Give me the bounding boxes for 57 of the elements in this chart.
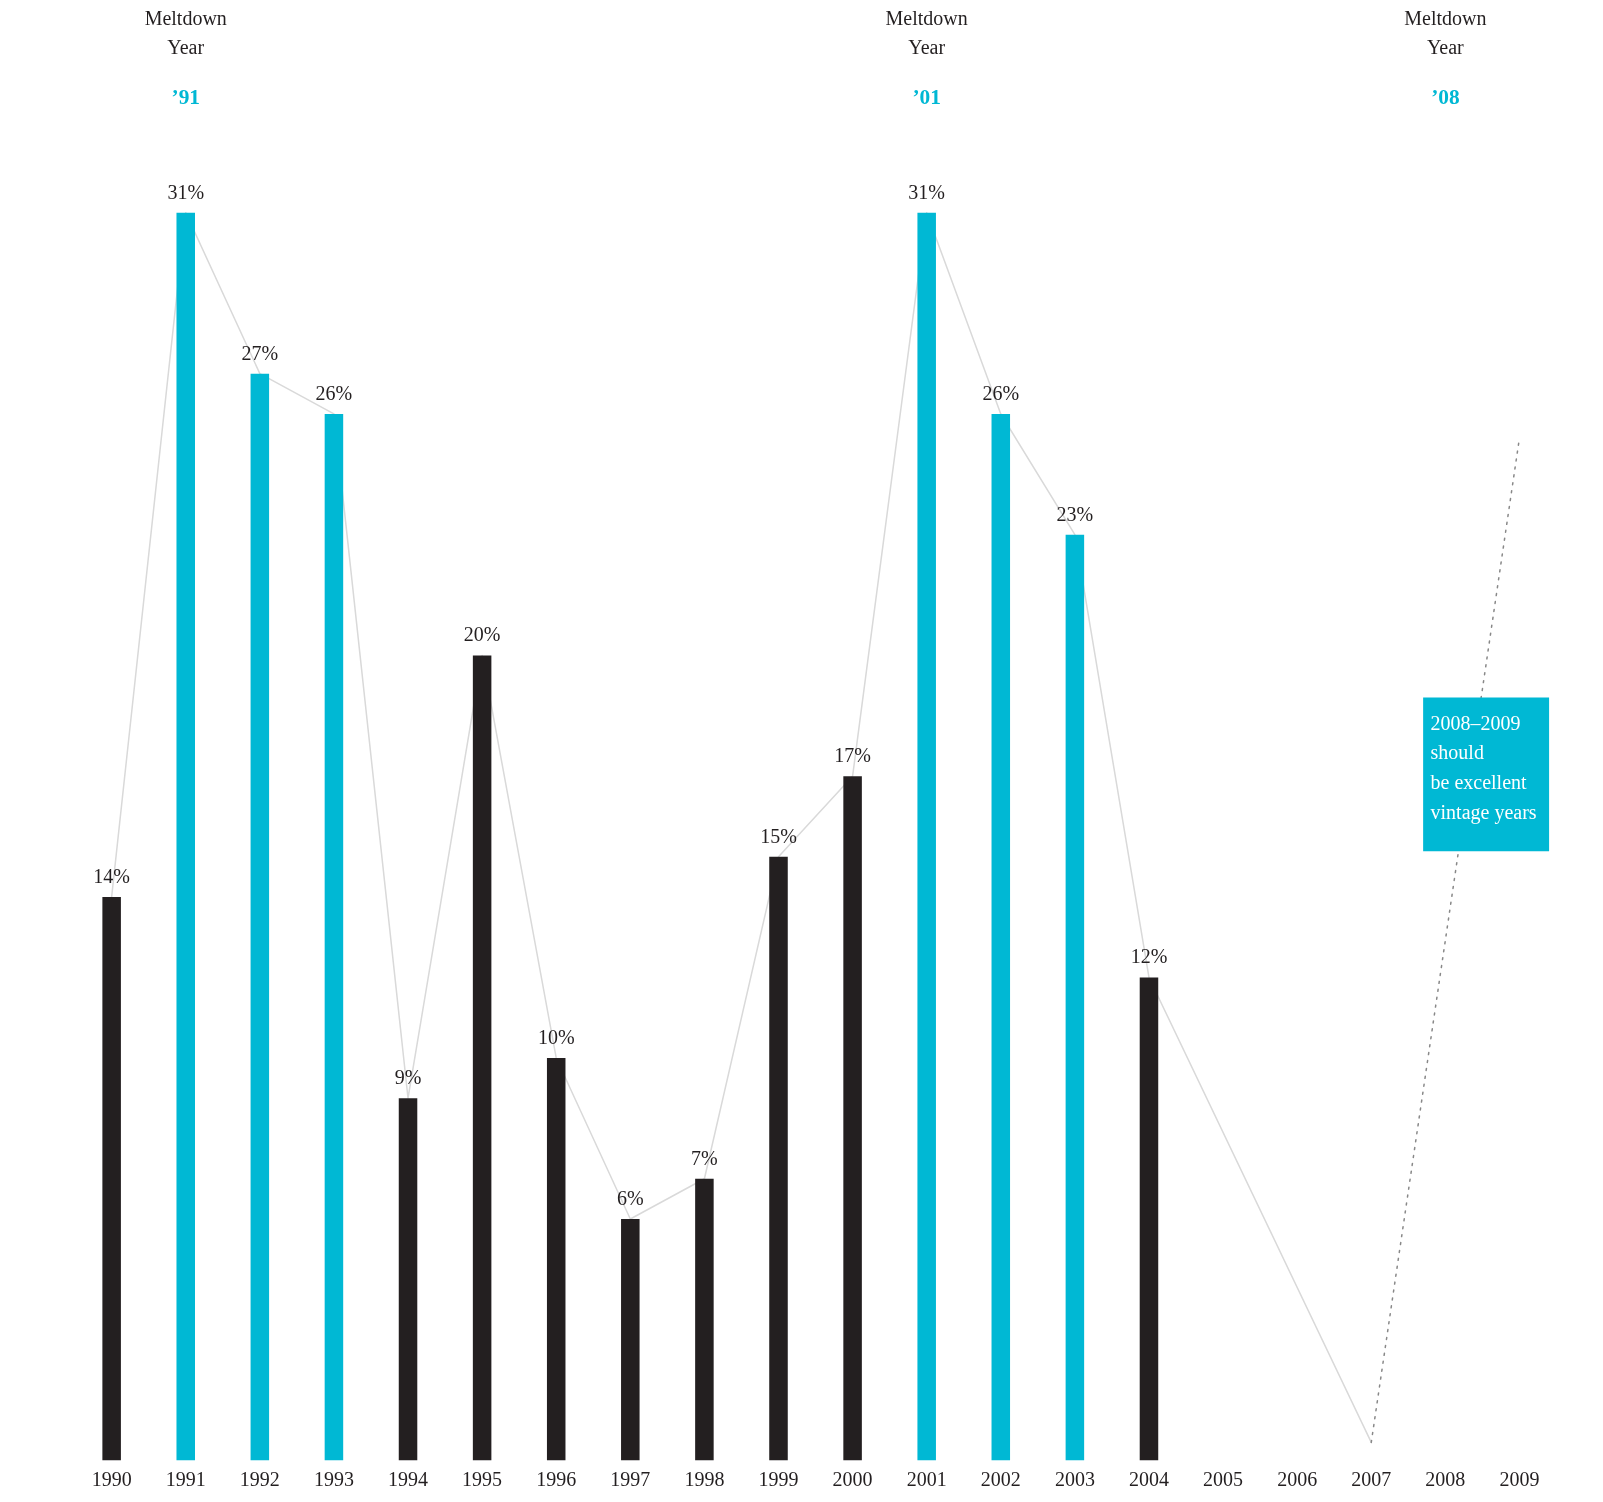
text: ’01 [912, 85, 941, 110]
data-label: 14% [93, 864, 130, 887]
x-tick-label: 1992 [239, 1467, 280, 1490]
x-tick-label: 2004 [1128, 1467, 1169, 1490]
annotation: 2008–2009 should be excellent vintage years [1430, 711, 1537, 824]
bar [250, 373, 270, 1461]
data-label: 23% [1056, 502, 1094, 525]
data-label: 26% [315, 381, 353, 404]
data-label: 17% [834, 744, 871, 767]
x-tick-label: 1996 [536, 1467, 577, 1490]
x-tick-label: 1998 [684, 1467, 725, 1490]
data-label: 12% [1130, 945, 1168, 968]
bar [917, 212, 936, 1461]
x-tick-label: 2005 [1203, 1467, 1244, 1490]
bar [546, 1057, 566, 1461]
data-label: 10% [537, 1025, 575, 1048]
bar [1139, 977, 1159, 1461]
bar [1065, 534, 1085, 1461]
x-tick-label: 1994 [388, 1467, 429, 1490]
data-label: 6% [616, 1187, 644, 1209]
text: ’08 [1431, 85, 1460, 110]
data-label: 9% [394, 1066, 422, 1089]
bar [176, 212, 195, 1461]
data-label: 20% [463, 623, 501, 646]
x-tick-label: 2002 [980, 1467, 1021, 1490]
x-tick-label: 2009 [1499, 1467, 1540, 1490]
text: ’91 [171, 85, 200, 110]
bar [102, 896, 121, 1461]
bar [843, 776, 862, 1461]
bar [472, 655, 492, 1461]
x-tick-label: 1990 [91, 1467, 132, 1490]
x-tick-label: 2000 [832, 1467, 873, 1490]
bar [991, 413, 1011, 1461]
bar [769, 856, 788, 1461]
text: Meltdown Year [144, 7, 227, 58]
x-tick-label: 2001 [906, 1467, 947, 1490]
bar [398, 1098, 418, 1461]
data-label: 31% [167, 180, 205, 203]
data-label: 7% [691, 1146, 718, 1169]
x-tick-label: 1997 [610, 1467, 651, 1490]
x-tick-label: 1993 [313, 1467, 354, 1490]
bar [695, 1178, 714, 1461]
data-label: 15% [760, 824, 797, 847]
x-tick-label: 2003 [1054, 1467, 1095, 1490]
text: Meltdown Year [1404, 7, 1487, 58]
x-tick-label: 2006 [1277, 1467, 1318, 1490]
x-tick-label: 2008 [1425, 1467, 1466, 1490]
data-label: 27% [241, 341, 279, 364]
bar [324, 413, 344, 1461]
x-tick-label: 2007 [1351, 1467, 1392, 1490]
x-tick-label: 1999 [758, 1467, 799, 1490]
data-label: 31% [908, 180, 946, 203]
data-label: 26% [982, 381, 1020, 404]
bar [621, 1218, 640, 1461]
x-tick-label: 1995 [462, 1467, 503, 1490]
text: Meltdown Year [885, 7, 968, 58]
x-tick-label: 1991 [165, 1467, 206, 1490]
